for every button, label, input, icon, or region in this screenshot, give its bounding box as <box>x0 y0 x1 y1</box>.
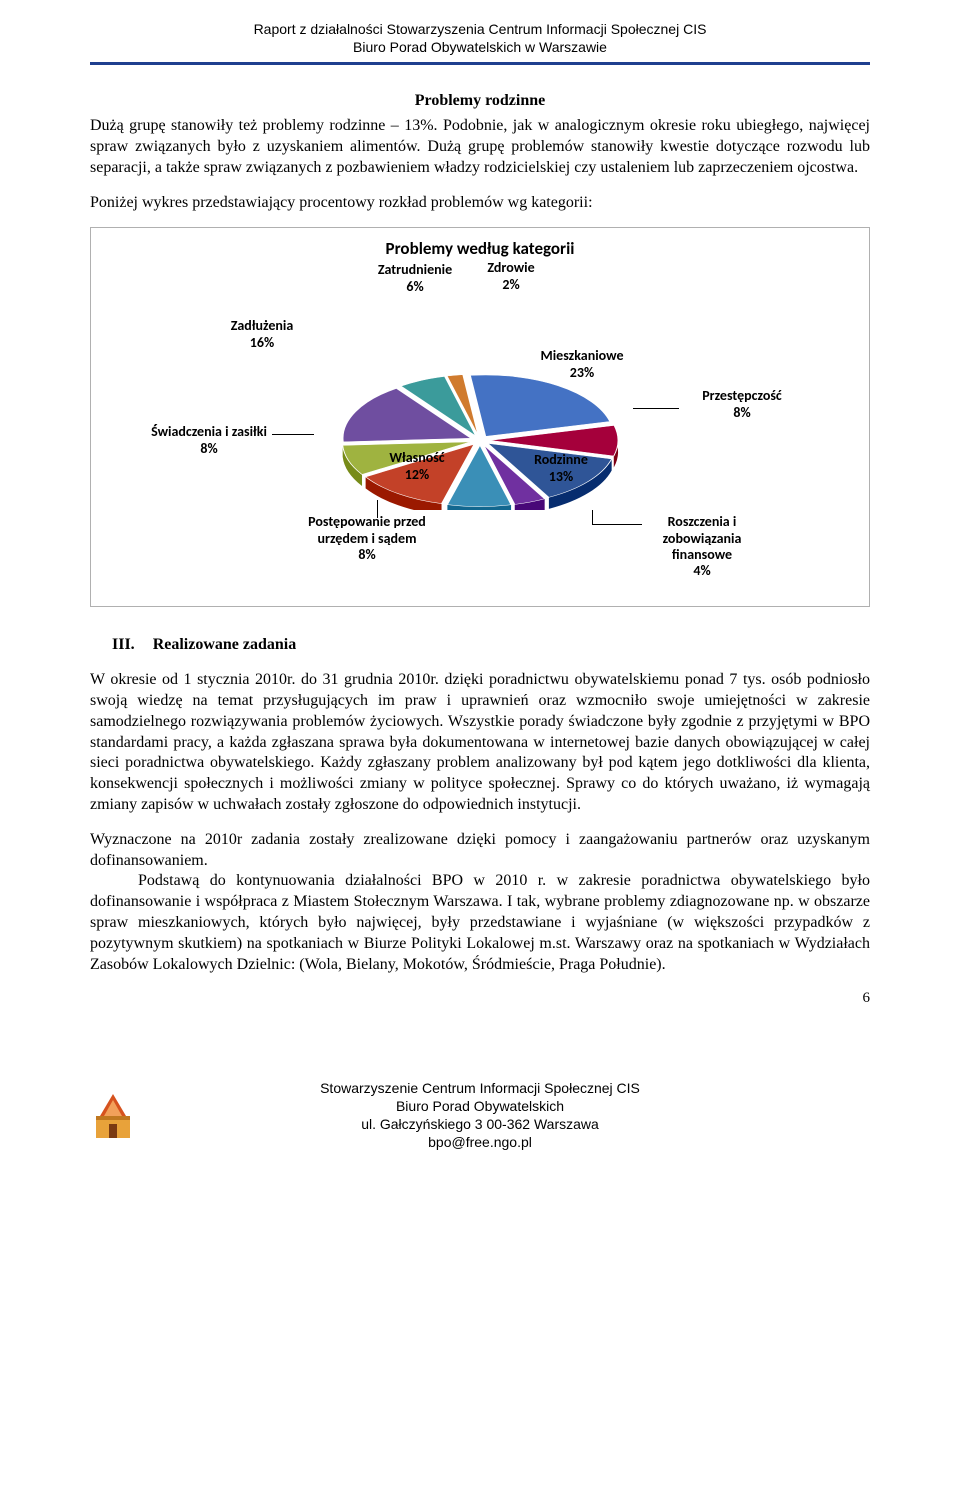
paragraph-4: Wyznaczone na 2010r zadania zostały zrea… <box>90 830 870 872</box>
label-przestepczosc: Przestępczość8% <box>677 388 807 420</box>
label-rodzinne: Rodzinne13% <box>511 452 611 484</box>
leader-line <box>272 434 314 435</box>
label-zatrudnienie: Zatrudnienie6% <box>365 262 465 294</box>
page-footer: Stowarzyszenie Centrum Informacji Społec… <box>90 1079 870 1152</box>
label-wlasnosc: Własność12% <box>367 450 467 482</box>
header-rule <box>90 62 870 65</box>
logo-icon <box>90 1088 136 1142</box>
page-header: Raport z działalności Stowarzyszenia Cen… <box>90 20 870 56</box>
page-number: 6 <box>90 989 870 1009</box>
label-postepowanie: Postępowanie przed urzędem i sądem8% <box>297 514 437 562</box>
label-swiadczenia: Świadczenia i zasiłki8% <box>149 424 269 456</box>
heading-title: Realizowane zadania <box>153 635 297 656</box>
leader-line <box>592 510 593 524</box>
header-line-1: Raport z działalności Stowarzyszenia Cen… <box>90 20 870 38</box>
label-roszczenia: Roszczenia i zobowiązania finansowe4% <box>637 514 767 578</box>
chart-area: Zatrudnienie6% Zdrowie2% Mieszkaniowe23%… <box>97 266 863 586</box>
footer-text: Stowarzyszenie Centrum Informacji Społec… <box>150 1079 810 1152</box>
label-zdrowie: Zdrowie2% <box>471 260 551 292</box>
paragraph-2: Poniżej wykres przedstawiający procentow… <box>90 193 870 214</box>
chart-title: Problemy według kategorii <box>97 238 863 260</box>
pie-chart <box>335 371 625 513</box>
pie-chart-container: Problemy według kategorii Zatrudnienie6%… <box>90 227 870 607</box>
label-mieszkaniowe: Mieszkaniowe23% <box>517 348 647 380</box>
leader-line <box>633 408 679 409</box>
paragraph-3: W okresie od 1 stycznia 2010r. do 31 gru… <box>90 670 870 816</box>
paragraph-1: Dużą grupę stanowiły też problemy rodzin… <box>90 116 870 178</box>
section-heading-iii: III. Realizowane zadania <box>112 635 870 656</box>
header-line-2: Biuro Porad Obywatelskich w Warszawie <box>90 38 870 56</box>
leader-line <box>377 500 378 518</box>
paragraph-5: Podstawą do kontynuowania działalności B… <box>90 871 870 975</box>
section-title: Problemy rodzinne <box>90 91 870 112</box>
heading-number: III. <box>112 635 135 656</box>
label-zadluzenia: Zadłużenia16% <box>207 318 317 350</box>
leader-line <box>592 524 642 525</box>
